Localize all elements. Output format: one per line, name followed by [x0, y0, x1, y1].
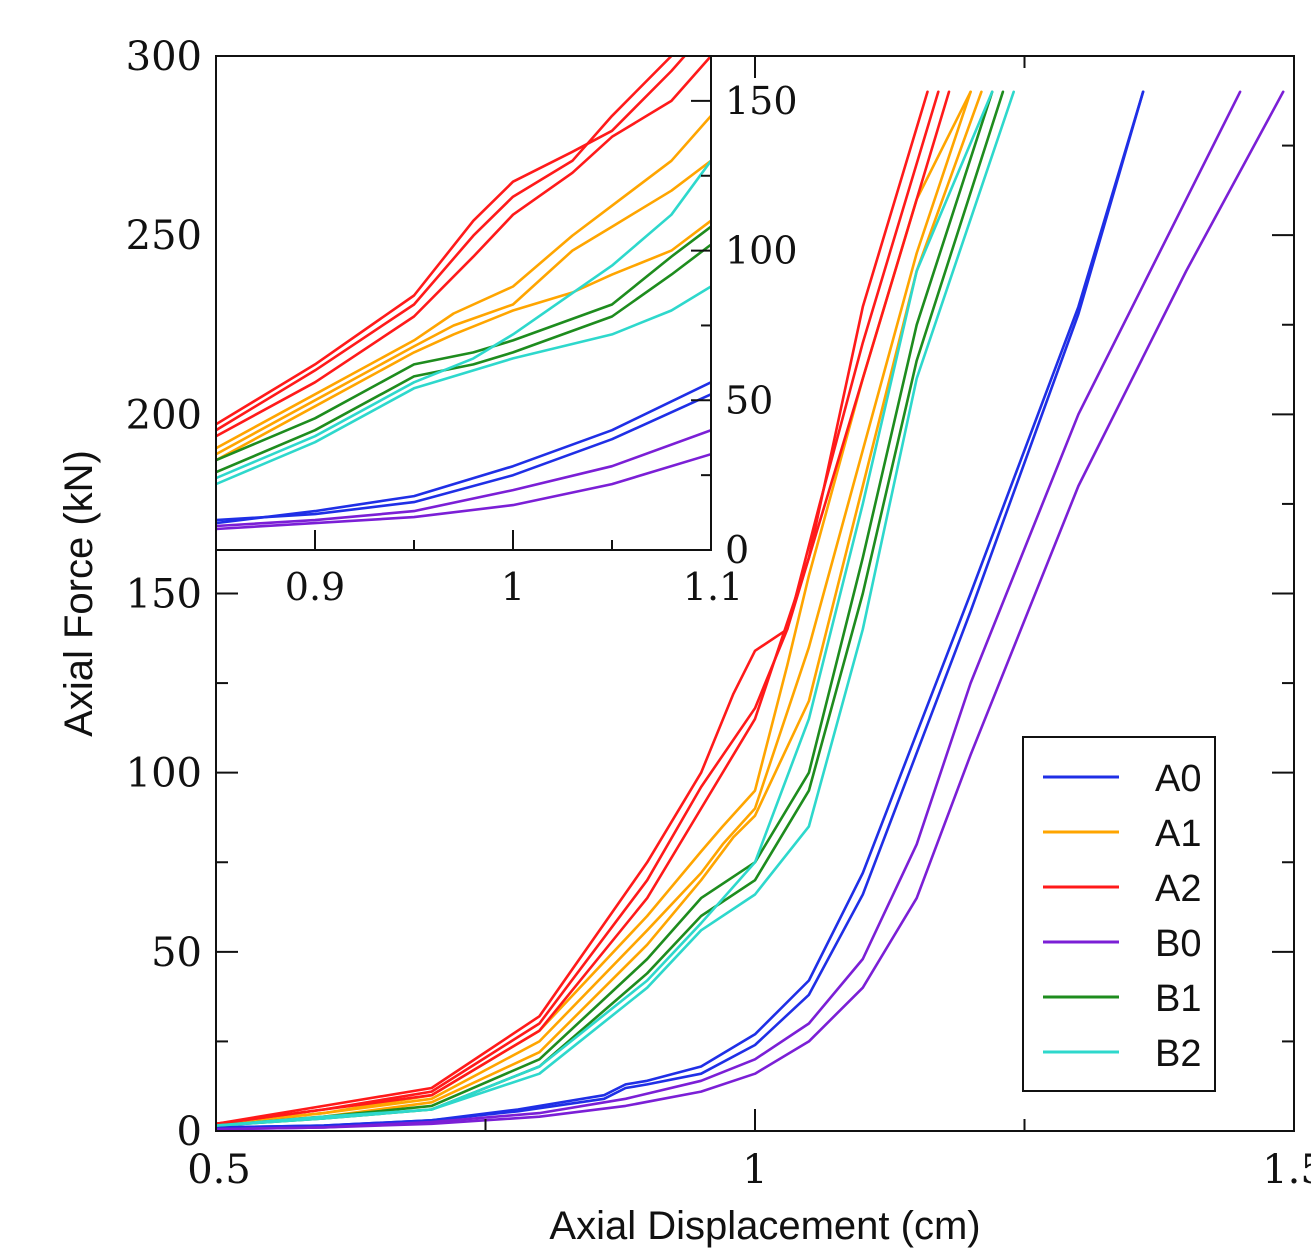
inset-plot: 0.9 1 1.10 50 100 150	[215, 55, 798, 609]
inset-series-b2-curve-2	[216, 285, 711, 486]
legend: A0 A1 A2 B0 B1 B2	[1022, 736, 1216, 1092]
main-series-b0-curve-2	[216, 90, 1285, 1131]
main-series-a2-curve-3	[216, 90, 951, 1126]
inset-series-a2-curve-1	[216, 56, 687, 426]
main-plot: 0.511.5050100150200250300Axial Displacem…	[57, 34, 1311, 1248]
main-y-tick-label: 150	[126, 572, 202, 618]
inset-series-a1-curve-1	[216, 114, 711, 450]
inset-x-tick-label: 0.9	[285, 565, 345, 609]
main-series-a1-curve-2	[216, 90, 972, 1126]
legend-label-a0: A0	[1155, 758, 1201, 800]
main-series-b2-curve-2	[216, 90, 1015, 1127]
inset-x-tick-label: 1	[501, 565, 525, 609]
main-x-tick-label: 1	[742, 1147, 767, 1193]
inset-series-b0-curve-2	[216, 452, 711, 531]
main-y-axis-title: Axial Force (kN)	[57, 450, 101, 737]
inset-frame	[215, 55, 712, 551]
inset-series-b1-curve-2	[216, 243, 711, 474]
inset-y-tick-label: 50	[725, 378, 773, 422]
inset-series-a1-curve-3	[216, 219, 711, 462]
inset-series-b0-curve-1	[216, 428, 711, 528]
inset-series-a0-curve-1	[216, 381, 711, 525]
legend-box	[1022, 736, 1216, 1092]
inset-curves	[216, 56, 711, 531]
inset-background	[216, 56, 711, 550]
main-y-tick-label: 0	[177, 1109, 202, 1155]
main-series-a1-curve-3	[216, 90, 983, 1126]
legend-label-a2: A2	[1155, 868, 1201, 910]
main-series-b0-curve-1	[216, 90, 1242, 1131]
main-y-tick-label: 250	[126, 213, 202, 259]
main-x-tick-label: 0.5	[187, 1147, 251, 1193]
inset-series-a0-curve-2	[216, 393, 711, 522]
inset-series-b2-curve-1	[216, 159, 711, 480]
inset-x-tick-label: 1.1	[683, 565, 743, 609]
main-series-a0-curve-2	[216, 90, 1145, 1129]
legend-label-b2: B2	[1155, 1033, 1201, 1075]
main-y-tick-label: 200	[126, 392, 202, 438]
main-x-tick-label: 1.5	[1262, 1147, 1311, 1193]
main-x-axis-title: Axial Displacement (cm)	[549, 1204, 980, 1248]
legend-label-b0: B0	[1155, 923, 1201, 965]
main-y-tick-label: 50	[151, 930, 202, 976]
legend-label-b1: B1	[1155, 978, 1201, 1020]
inset-series-a1-curve-2	[216, 159, 711, 456]
main-y-tick-label: 100	[126, 751, 202, 797]
inset-y-tick-label: 150	[725, 79, 798, 123]
inset-series-a2-curve-3	[216, 56, 711, 438]
main-y-tick-label: 300	[126, 34, 202, 80]
inset-series-a2-curve-2	[216, 56, 674, 432]
inset-y-tick-label: 0	[725, 528, 749, 572]
inset-y-tick-label: 100	[725, 229, 798, 273]
main-curves	[216, 90, 1285, 1131]
main-series-a2-curve-2	[216, 90, 940, 1126]
main-series-b1-curve-1	[216, 90, 994, 1127]
legend-label-a1: A1	[1155, 813, 1201, 855]
